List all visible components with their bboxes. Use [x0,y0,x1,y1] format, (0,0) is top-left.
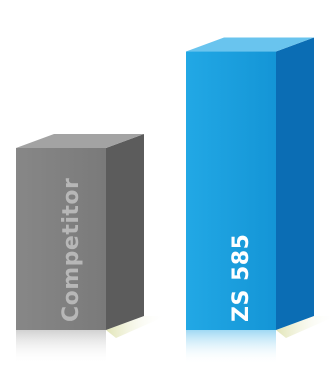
bar-label-competitor: Competitor [59,178,84,322]
bars-layer: Competitor ZS 585 [16,37,332,364]
bar-label-zs-585: ZS 585 [229,234,254,322]
bar-top-competitor [16,134,144,148]
bar-side-competitor [106,134,144,330]
bar-shadow-zs-585 [276,316,332,338]
bar-front-zs-585 [186,51,276,330]
bar-competitor: Competitor [16,134,166,364]
bar-front-competitor [16,148,106,330]
bar-reflection-competitor [16,330,106,364]
bar-reflection-zs-585 [186,330,276,364]
bar-shadow-competitor [106,316,166,338]
bar-side-zs-585 [276,37,314,330]
bar-zs-585: ZS 585 [186,37,332,364]
bar-top-zs-585 [186,37,314,52]
